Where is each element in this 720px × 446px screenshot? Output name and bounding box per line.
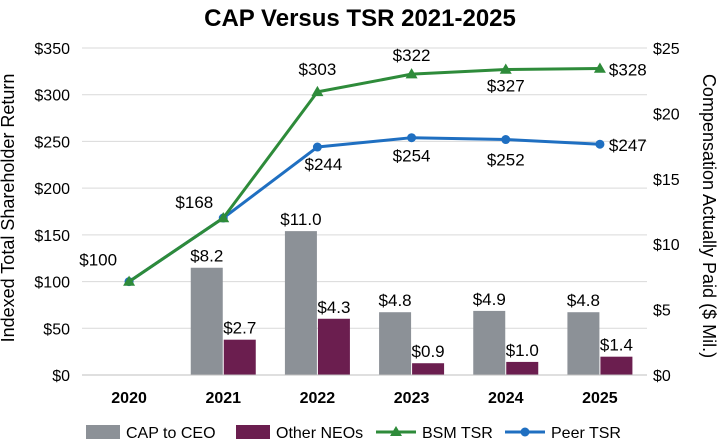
left-axis-tick-label: $200 — [34, 181, 70, 198]
line-data-label: $168 — [175, 193, 213, 212]
line-data-label: $247 — [609, 136, 647, 155]
data-labels: $8.2 $11.0 $4.8 $4.9 $4.8 $2.7 $4.3 $0.9 $1.0 $1.… — [79, 46, 646, 361]
line-point — [593, 62, 606, 73]
legend-label: BSM TSR — [422, 425, 493, 442]
bar — [600, 356, 633, 375]
bar — [190, 267, 223, 375]
line-point — [217, 212, 230, 223]
right-axis-title: Compensation Actually Paid ($ Mil.) — [699, 74, 719, 358]
legend-marker — [390, 426, 402, 436]
bar-data-label: $8.2 — [190, 247, 223, 266]
x-axis-category-label: 2022 — [300, 390, 336, 407]
bar — [379, 312, 412, 375]
legend-label: CAP to CEO — [126, 425, 216, 442]
legend-swatch — [86, 425, 120, 439]
line-data-label: $100 — [79, 251, 117, 270]
line-point — [123, 275, 136, 286]
right-axis-tick-label: $10 — [653, 237, 680, 254]
line-point — [405, 68, 418, 79]
right-axis-tick-label: $5 — [653, 303, 671, 320]
bar — [506, 361, 539, 375]
bar-data-label: $4.9 — [473, 290, 506, 309]
bar-data-label: $4.8 — [379, 291, 412, 310]
bar — [223, 339, 256, 375]
x-axis-category-label: 2021 — [205, 390, 241, 407]
bar-data-label: $4.3 — [317, 298, 350, 317]
x-axis-category-label: 2024 — [488, 390, 524, 407]
axes: $0 $50 $100 $150 $200 $250 $300 $350 $0 $5 $10 $15 $… — [34, 41, 679, 407]
left-axis-tick-label: $250 — [34, 134, 70, 151]
left-axis-tick-label: $350 — [34, 41, 70, 58]
bar-series — [190, 231, 633, 375]
line-data-label: $303 — [299, 60, 337, 79]
bar-data-label: $1.4 — [600, 336, 633, 355]
gridlines — [82, 47, 647, 329]
right-axis-tick-label: $0 — [653, 368, 671, 385]
bar-data-label: $0.9 — [412, 342, 445, 361]
legend-label: Other NEOs — [276, 425, 363, 442]
left-axis-tick-label: $300 — [34, 88, 70, 105]
x-axis-category-label: 2025 — [582, 390, 618, 407]
bar — [317, 318, 350, 375]
line-data-label: $254 — [393, 147, 431, 166]
left-axis-title: Indexed Total Shareholder Return — [0, 74, 18, 343]
line-data-label: $328 — [609, 61, 647, 80]
bar-data-label: $4.8 — [567, 291, 600, 310]
line-point — [595, 139, 605, 149]
right-axis-tick-label: $20 — [653, 106, 680, 123]
left-axis-tick-label: $150 — [34, 228, 70, 245]
series-line — [128, 67, 600, 283]
bar-data-label: $1.0 — [506, 341, 539, 360]
line-point — [501, 135, 511, 145]
x-axis-category-label: 2020 — [111, 390, 147, 407]
bar — [567, 312, 600, 375]
line-point — [311, 85, 324, 97]
x-axis-category-label: 2023 — [394, 390, 430, 407]
line-point — [312, 142, 322, 152]
left-axis-tick-label: $100 — [34, 275, 70, 292]
bar — [473, 310, 506, 375]
bar-data-label: $2.7 — [223, 319, 256, 338]
legend-label: Peer TSR — [551, 425, 621, 442]
line-data-label: $322 — [393, 46, 431, 65]
bar — [412, 363, 445, 375]
line-series — [123, 62, 606, 287]
line-data-label: $252 — [487, 151, 525, 170]
bar — [284, 231, 317, 375]
left-axis-tick-label: $0 — [52, 368, 70, 385]
right-axis-tick-label: $15 — [653, 172, 680, 189]
line-data-label: $244 — [305, 155, 343, 174]
line-point — [407, 133, 417, 143]
right-axis-tick-label: $25 — [653, 41, 680, 58]
left-axis-tick-label: $50 — [43, 321, 70, 338]
line-data-label: $327 — [487, 76, 525, 95]
legend-swatch — [236, 425, 270, 439]
legend: CAP to CEO Other NEOs BSM TSR Peer TSR — [86, 425, 621, 442]
legend-marker — [520, 427, 530, 437]
line-point — [499, 63, 512, 74]
bar-data-label: $11.0 — [280, 210, 321, 229]
chart-title: CAP Versus TSR 2021-2025 — [204, 5, 516, 32]
